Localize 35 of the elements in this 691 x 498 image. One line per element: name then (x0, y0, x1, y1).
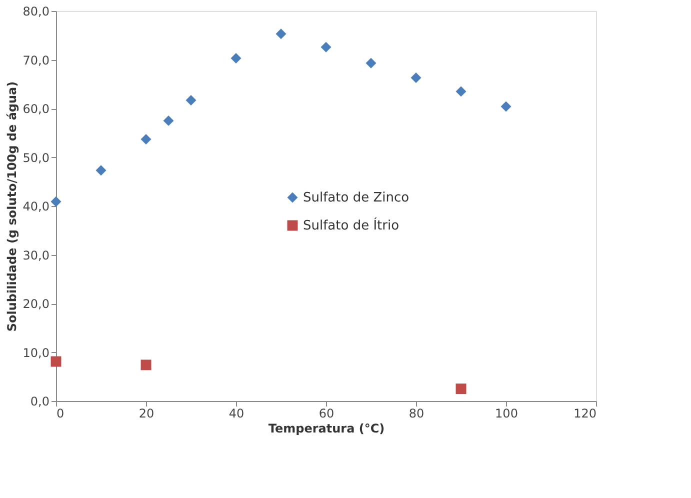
y-tick-label: 60,0 (22, 102, 50, 116)
y-tick-label: 30,0 (22, 248, 50, 262)
x-tick-label: 120 (574, 406, 596, 420)
y-tick-label: 0,0 (30, 394, 50, 408)
point (230, 53, 242, 64)
x-tick-label: 20 (138, 406, 154, 420)
point (320, 42, 332, 52)
y-tick-label: 50,0 (22, 150, 50, 165)
x-tick-label: 60 (318, 406, 334, 420)
x-tick-label: 100 (495, 406, 518, 420)
point (366, 58, 376, 68)
point (140, 360, 152, 370)
y-tick-label: 70,0 (22, 53, 50, 68)
point (96, 165, 106, 176)
y-axis-title: Solubilidade (g soluto/100g de água) (4, 81, 19, 332)
legend-label: Sulfato de Zinco (303, 190, 410, 206)
point (410, 72, 422, 84)
x-axis-title: Temperatura (°C) (268, 422, 385, 436)
point (456, 384, 466, 394)
point (140, 134, 152, 144)
point (163, 115, 174, 126)
point (456, 86, 466, 97)
point (50, 356, 62, 367)
point (186, 94, 196, 106)
y-tick-label: 80,0 (22, 4, 50, 18)
y-tick-label: 20,0 (22, 297, 50, 311)
y-tick-label: 10,0 (22, 346, 50, 360)
point (276, 28, 286, 40)
y-tick-label: 40,0 (22, 200, 50, 214)
point (50, 196, 62, 207)
x-tick-label: 80 (408, 406, 424, 420)
x-tick-label: 40 (228, 406, 244, 420)
legend-label: Sulfato de Ítrio (303, 216, 400, 234)
x-tick-label: 0 (56, 406, 64, 420)
point (500, 101, 512, 112)
